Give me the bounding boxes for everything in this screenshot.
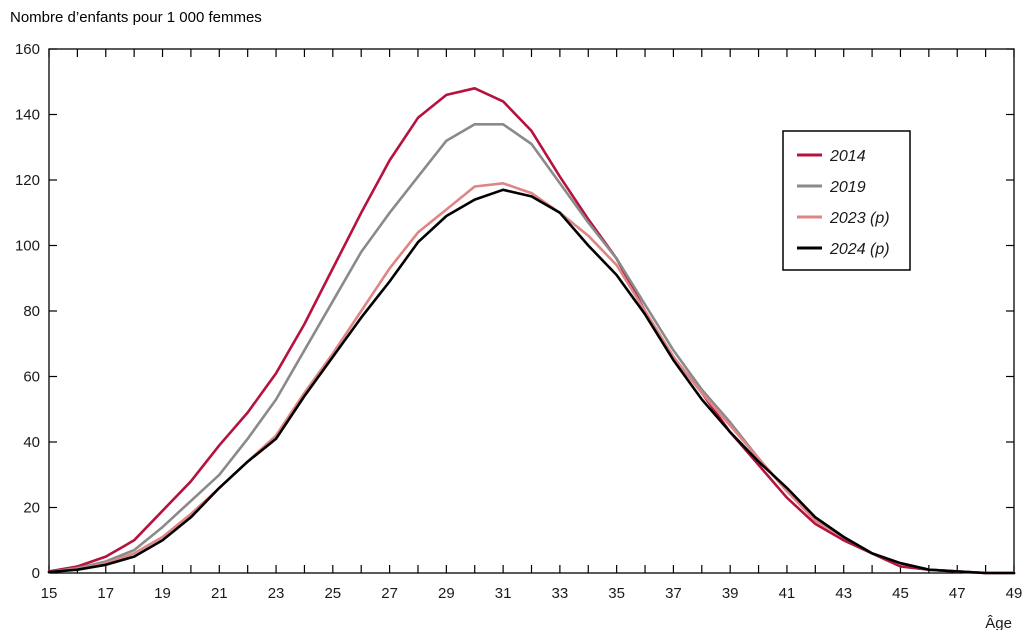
plot-frame	[48, 48, 1015, 574]
x-tick-label: 17	[97, 585, 114, 602]
y-tick-label: 120	[15, 172, 40, 189]
y-axis-label: Nombre d’enfants pour 1 000 femmes	[10, 9, 262, 26]
x-tick-label: 45	[892, 585, 909, 602]
x-tick-label: 35	[608, 585, 625, 602]
series-line-2024p	[47, 188, 1016, 575]
x-tick-label: 43	[835, 585, 852, 602]
x-tick-label: 33	[552, 585, 569, 602]
x-axis-label: Âge	[985, 615, 1012, 630]
y-ticks: 0 20 40 60 80 100 120 140 160	[15, 41, 1014, 582]
legend-label: 2014	[829, 148, 866, 165]
series-line-2014	[47, 87, 1016, 575]
x-tick-label: 29	[438, 585, 455, 602]
x-tick-label: 47	[949, 585, 966, 602]
legend-label: 2023 (p)	[829, 210, 890, 227]
y-tick-label: 140	[15, 107, 40, 124]
y-tick-label: 60	[23, 369, 40, 386]
x-ticks: 15 17 19 21 23 25 27 29 31 33 35 37 39 41 43 45 47 49	[41, 49, 1023, 602]
y-tick-label: 160	[15, 41, 40, 58]
y-tick-label: 80	[23, 303, 40, 320]
x-tick-label: 25	[324, 585, 341, 602]
legend-label: 2019	[829, 179, 866, 196]
x-tick-label: 15	[41, 585, 58, 602]
series-lines	[47, 87, 1016, 575]
y-tick-label: 40	[23, 434, 40, 451]
x-tick-label: 39	[722, 585, 739, 602]
x-tick-label: 19	[154, 585, 171, 602]
x-tick-label: 31	[495, 585, 512, 602]
y-tick-label: 0	[32, 565, 40, 582]
x-tick-label: 49	[1006, 585, 1023, 602]
legend-label: 2024 (p)	[829, 241, 890, 258]
legend: 2014 2019 2023 (p) 2024 (p)	[782, 130, 911, 271]
y-tick-label: 100	[15, 238, 40, 255]
x-tick-label: 27	[381, 585, 398, 602]
x-tick-label: 23	[268, 585, 285, 602]
x-tick-label: 37	[665, 585, 682, 602]
x-tick-label: 41	[779, 585, 796, 602]
x-tick-label: 21	[211, 585, 228, 602]
y-tick-label: 20	[23, 500, 40, 517]
